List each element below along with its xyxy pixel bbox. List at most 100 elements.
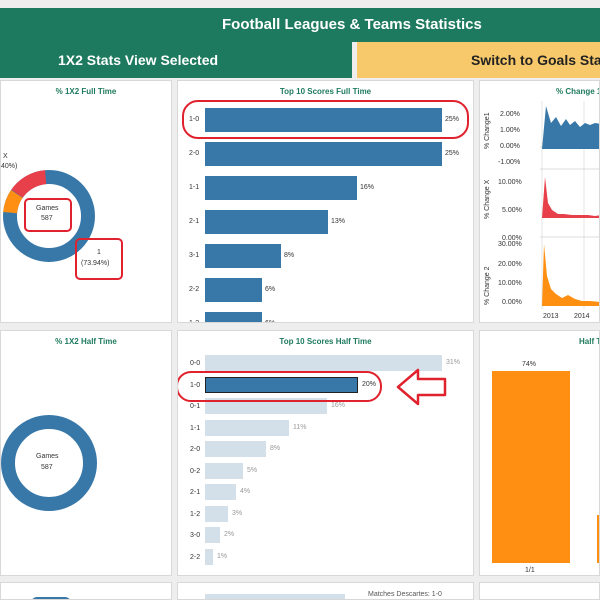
tab-1x2-stats-label: 1X2 Stats View Selected [58,52,219,68]
x-tick: 2013 [543,313,559,320]
y-axis-changex-label: % Change X [484,179,491,219]
bar-category-label: 1-1 [189,184,200,191]
panel-title: Top 10 Scores Full Time [279,87,372,96]
bar-value-label: 6% [265,286,276,293]
games-highlight [24,198,72,232]
bar-category-label: 2-1 [190,489,201,496]
bar-value-label: 31% [446,359,461,366]
donut-segment-home-win [1,415,97,511]
y-axis-change1-label: % Change1 [484,112,491,149]
donut-chart-full-time[interactable] [1,81,172,323]
y-tick: -1.00% [498,159,521,166]
bar-category-label: 3-1 [189,252,200,259]
tooltip-text: Matches Descartes: 1-0 [368,591,442,598]
panel-1x2-half-time: % 1X2 Half Time Games 587 [0,330,172,576]
donut-segment-away-win [3,170,95,262]
score-bar[interactable] [205,441,266,457]
y-tick: 0.00% [500,143,520,150]
games-label: Games [36,205,59,212]
score-bar[interactable] [205,506,228,522]
y-tick: 10.00% [498,280,522,287]
selected-score-highlight [178,371,382,402]
bar-category-label: 2-0 [190,446,201,453]
bar-value-label: 16% [360,184,375,191]
bar-category-label: 1-1 [190,425,201,432]
x-tick: 2014 [574,313,590,320]
panel-bottom-middle: Matches Descartes: 1-0 [177,582,474,600]
panel-half-time-right: Half T 74% 1/1 [479,330,600,576]
bar-value-label: 4% [240,488,251,495]
score-bar[interactable] [205,210,328,234]
panel-title: % 1X2 Half Time [55,337,117,346]
score-bar[interactable] [205,377,358,393]
dashboard-title: Football Leagues & Teams Statistics [222,16,482,33]
bar-chart-full-time: 1-0 25% 2-0 25% 1-1 16% 2-1 13% 3-1 8% 2-2 6% 1-2 6% [178,81,473,322]
score-bar[interactable] [205,176,357,200]
switch-to-goals-label: Switch to Goals Stat [471,52,600,68]
games-value: 587 [41,464,53,471]
panel-title: % Change 1 [556,87,600,96]
bar-value-label: 11% [293,424,307,431]
bar-category-label: 1-0 [190,382,201,389]
bar-category-label: 0-2 [190,468,201,475]
y-tick: 5.00% [502,207,522,214]
score-bar[interactable] [205,142,442,166]
changex-area [542,177,599,218]
panel-title: Top 10 Scores Half Time [279,337,372,346]
y-tick: 1.00% [500,127,520,134]
bar-value-label: 13% [331,218,346,225]
home-win-highlight [75,238,123,280]
y-tick: 0.00% [502,235,522,242]
arrow-left-icon [396,368,447,406]
score-bar[interactable] [205,463,243,479]
bar-value-label: 8% [270,445,281,452]
panel-bottom-left [0,582,172,600]
y-tick: 30.00% [498,241,522,248]
home-win-percent: (73.94%) [81,260,110,267]
bar-value-label: 5% [247,467,258,474]
panel-top-scores-full-time: Top 10 Scores Full Time 1-0 25% 2-0 25% 1-1 1… [177,80,474,323]
bar-category-label: 1-0 [189,116,200,123]
bar-category-label: 1-2 [189,320,199,322]
draw-percent: 40%) [1,163,18,170]
bar-value-label: 25% [445,150,460,157]
donut-top-edge [31,597,71,599]
score-bar[interactable] [205,108,442,132]
bar-value-label: 3% [232,510,243,517]
score-bar[interactable] [205,244,281,268]
bar-category-label: 3-0 [190,532,201,539]
x-axis-label: 1/1 [525,567,535,574]
score-bar[interactable] [205,420,289,436]
score-bar[interactable] [205,312,262,322]
score-bar[interactable] [205,527,220,543]
bar-home-win[interactable] [492,371,570,563]
bar-value-label: 1% [217,553,228,560]
y-tick: 20.00% [498,261,522,268]
donut-segment-draw [3,169,95,262]
tab-1x2-stats[interactable]: 1X2 Stats View Selected [0,42,352,78]
switch-to-goals-button[interactable]: Switch to Goals Stat [357,42,600,78]
bar-partial[interactable] [597,515,599,563]
y-axis-change2-label: % Change 2 [484,266,491,305]
bar-value-label: 25% [445,116,460,123]
score-bar[interactable] [205,549,213,565]
score-bar[interactable] [205,398,327,414]
bar-value-label: 16% [331,402,346,409]
y-tick: 10.00% [498,179,522,186]
score-bar[interactable] [205,484,236,500]
donut-chart-half-time[interactable] [1,331,172,576]
draw-label: X [3,153,8,160]
bar-value-label: 74% [522,361,537,368]
score-bar[interactable] [205,355,442,371]
bar-category-label: 0-0 [190,360,201,367]
panel-percent-change: % Change 1 % Change1 2.00% 1.00% 0.00% -… [479,80,600,323]
bar-value-label: 6% [265,320,275,322]
panel-title: % 1X2 Full Time [55,87,117,96]
panel-bottom-right [479,582,600,600]
score-bar[interactable] [205,278,262,302]
change-line-charts[interactable] [480,81,600,323]
bar-category-label: 2-2 [189,286,200,293]
home-win-label: 1 [97,249,101,256]
bar-category-label: 2-0 [189,150,200,157]
y-tick: 0.00% [502,299,522,306]
